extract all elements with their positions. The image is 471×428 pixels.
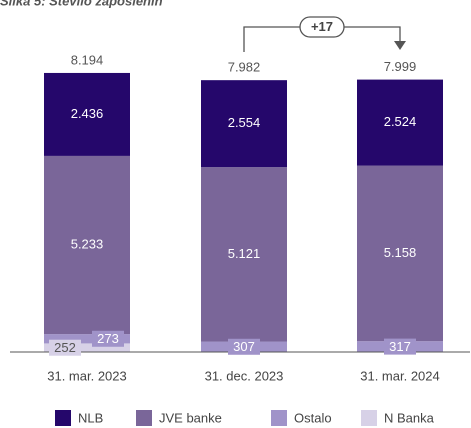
segment-label: 307 bbox=[233, 339, 255, 354]
segment-label: 273 bbox=[97, 331, 119, 346]
segment-label: 5.233 bbox=[71, 236, 104, 251]
annotation-text: +17 bbox=[311, 19, 333, 34]
segment-label-box bbox=[49, 339, 81, 356]
bar-segment bbox=[44, 334, 130, 344]
segment-label: 2.554 bbox=[228, 115, 261, 130]
bar-segment bbox=[201, 80, 287, 168]
bar-segment bbox=[201, 167, 287, 342]
legend-label: NLB bbox=[78, 410, 103, 425]
change-annotation: +17 bbox=[243, 16, 406, 52]
chart-title: Slika 5: Število zaposlenih bbox=[0, 0, 163, 8]
x-tick-label: 31. mar. 2023 bbox=[47, 368, 127, 383]
segment-label: 317 bbox=[389, 339, 411, 354]
x-tick-label: 31. mar. 2024 bbox=[360, 368, 440, 383]
bar-segment bbox=[44, 343, 130, 352]
legend-swatch bbox=[136, 410, 152, 426]
x-tick-label: 31. dec. 2023 bbox=[205, 368, 284, 383]
total-label: 8.194 bbox=[71, 52, 104, 67]
annotation-box bbox=[299, 16, 345, 38]
segment-label: 5.121 bbox=[228, 246, 261, 261]
segment-label: 2.524 bbox=[384, 114, 417, 129]
bar-segment bbox=[357, 79, 443, 166]
segment-label: 2.436 bbox=[71, 106, 104, 121]
segment-label-box bbox=[228, 338, 260, 355]
legend-swatch bbox=[55, 410, 71, 426]
annotation-line bbox=[344, 26, 401, 43]
legend-label: JVE banke bbox=[159, 410, 222, 425]
segment-label-box bbox=[92, 330, 124, 347]
legend-swatch bbox=[271, 410, 287, 426]
segment-label: 252 bbox=[54, 340, 76, 355]
legend-swatch bbox=[361, 410, 377, 426]
total-label: 7.999 bbox=[384, 59, 417, 74]
bar-segment bbox=[44, 72, 130, 156]
annotation-arrow bbox=[394, 41, 406, 50]
annotation-line bbox=[243, 26, 300, 52]
total-label: 7.982 bbox=[228, 60, 261, 75]
bar-segment bbox=[357, 165, 443, 342]
legend-label: N Banka bbox=[384, 410, 435, 425]
segment-label: 5.158 bbox=[384, 245, 417, 260]
segment-label-box bbox=[384, 338, 416, 355]
bar-segment bbox=[44, 155, 130, 335]
legend-label: Ostalo bbox=[294, 410, 332, 425]
